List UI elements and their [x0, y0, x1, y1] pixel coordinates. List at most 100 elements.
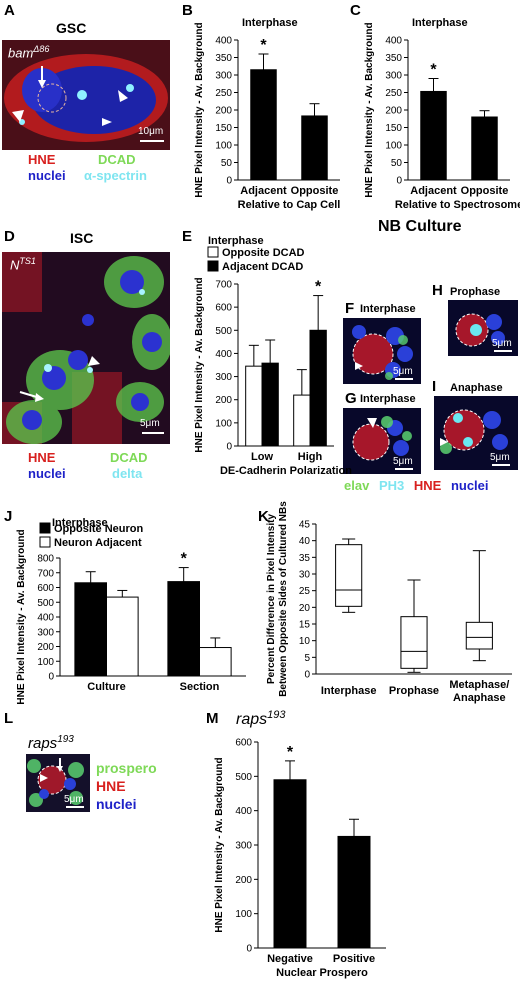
chart-k-category-label: Metaphase/Anaphase: [449, 679, 509, 704]
panel-letter-f: F: [345, 300, 355, 317]
chart-m-ylabel: HNE Pixel Intensity - Av. Background: [214, 757, 225, 932]
panel-letter-a: A: [4, 2, 15, 19]
chart-c-ytick-label: 250: [385, 88, 402, 99]
chart-m-title: raps193: [236, 709, 286, 728]
gsc-scalebar: [140, 140, 164, 142]
chart-e-category-label: Low: [251, 451, 273, 463]
chart-c-ytick-label: 350: [385, 53, 402, 64]
chart-e-ytick-label: 600: [215, 303, 232, 314]
chart-e-bar: [245, 365, 263, 447]
chart-e-bar: [309, 329, 327, 447]
chart-j-bar: [106, 596, 139, 677]
chart-k-ylabel: Percent Difference in Pixel IntensityBet…: [266, 501, 289, 697]
chart-j-legend-swatch: [39, 536, 51, 548]
chart-e-xlabel: DE-Cadherin Polarization: [220, 465, 352, 477]
chart-j-category-label: Section: [180, 681, 220, 693]
panel-letter-k: K: [258, 508, 269, 525]
chart-k-ytick-label: 15: [299, 620, 311, 631]
chart-k-ytick-label: 30: [299, 570, 311, 581]
chart-c-bar: [420, 90, 447, 181]
chart-c-significance: *: [430, 62, 437, 79]
chart-j-bar: [199, 647, 232, 677]
panel-h-label: Prophase: [450, 286, 501, 298]
chart-e-ytick-label: 200: [215, 395, 232, 406]
gsc-legend-nuclei: nuclei: [28, 168, 66, 183]
chart-m-ytick-label: 300: [235, 841, 252, 852]
chart-j-bar: [167, 581, 201, 677]
gsc-legend-spectrin: α-spectrin: [84, 168, 147, 183]
chart-c-xlabel: Relative to Spectrosome: [395, 199, 520, 211]
chart-b-ytick-label: 100: [215, 141, 232, 152]
chart-e-ytick-label: 500: [215, 326, 232, 337]
chart-j-legend-label: Neuron Adjacent: [54, 537, 142, 549]
panel-d-title: ISC: [70, 230, 94, 246]
nb-g-art: [343, 408, 421, 474]
chart-e-bar: [293, 394, 311, 447]
chart-k-category-label: Prophase: [389, 685, 439, 697]
chart-b-ytick-label: 50: [221, 158, 233, 169]
nb-f-scale-text: 5μm: [393, 366, 413, 377]
chart-e-category-label: High: [298, 451, 323, 463]
chart-e-legend-swatch: [207, 260, 219, 272]
panel-letter-b: B: [182, 2, 193, 19]
isc-scalebar: [142, 432, 164, 434]
chart-j-bar: [74, 582, 107, 677]
chart-m-ytick-label: 0: [246, 944, 252, 955]
isc-legend-dcad: DCAD: [110, 450, 148, 465]
panel-letter-e: E: [182, 228, 193, 245]
chart-k-ytick-label: 45: [299, 520, 311, 531]
chart-e: 0 100 200 300 400 500 600 700 HNE Pixel Intensit…: [194, 235, 352, 477]
chart-m-category-label: Negative: [267, 953, 313, 965]
chart-c-ytick-label: 150: [385, 123, 402, 134]
chart-e-ytick-label: 400: [215, 349, 232, 360]
chart-e-ytick-label: 0: [226, 442, 232, 453]
chart-j-title: Interphase: [52, 517, 108, 529]
panel-letter-c: C: [350, 2, 361, 19]
chart-e-bar: [261, 362, 279, 447]
panel-letter-m: M: [206, 710, 219, 727]
chart-m-significance: *: [287, 744, 294, 761]
chart-j-legend-label: Opposite Neuron: [54, 523, 144, 535]
gsc-legend-dcad: DCAD: [98, 152, 136, 167]
gsc-scale-text: 10μm: [138, 126, 164, 137]
chart-e-ytick-label: 100: [215, 418, 232, 429]
chart-b-ytick-label: 200: [215, 106, 232, 117]
chart-c-ytick-label: 300: [385, 71, 402, 82]
nb-interphase-f-micrograph: 5μm: [343, 318, 421, 384]
chart-b-significance: *: [260, 37, 267, 54]
chart-k: 0 5 10 15 20 25 30 35 40 45 Percent Difference in …: [266, 501, 512, 704]
chart-b-ytick-label: 250: [215, 88, 232, 99]
nb-i-art: [434, 396, 518, 470]
chart-m-ytick-label: 600: [235, 738, 252, 749]
raps-scale-text: 5μm: [64, 794, 84, 805]
chart-j: 0 100 200 300 400 500 600 700 800 HNE Pixel Inten…: [16, 517, 246, 705]
chart-k-box: [465, 621, 493, 650]
chart-c: 0 50 100 150 200 250 300 350 400 HNE Pixel Intens…: [364, 17, 520, 211]
chart-k-box: [335, 544, 363, 607]
chart-k-ytick-label: 0: [304, 670, 310, 681]
nb-g-scalebar: [395, 468, 413, 470]
chart-c-ytick-label: 50: [391, 158, 403, 169]
raps-legend-nuclei: nuclei: [96, 796, 137, 812]
chart-m-ytick-label: 500: [235, 772, 252, 783]
isc-micrograph: NTS1 5μm: [2, 252, 170, 444]
nb-f-art: [343, 318, 421, 384]
nb-h-scalebar: [494, 350, 512, 352]
chart-m-xlabel: Nuclear Prospero: [276, 967, 368, 979]
chart-b-ytick-label: 400: [215, 36, 232, 47]
chart-k-ytick-label: 35: [299, 553, 311, 564]
chart-j-ytick-label: 700: [37, 568, 54, 579]
gsc-micrograph-art: [2, 40, 170, 150]
nb-h-scale-text: 5μm: [492, 338, 512, 349]
nb-h-art: [448, 300, 518, 356]
nb-i-scalebar: [492, 464, 510, 466]
panel-a-title: GSC: [56, 20, 87, 36]
chart-b-title: Interphase: [242, 17, 298, 29]
panel-f-label: Interphase: [360, 303, 416, 315]
chart-j-ytick-label: 300: [37, 627, 54, 638]
chart-c-ytick-label: 100: [385, 141, 402, 152]
nb-i-scale-text: 5μm: [490, 452, 510, 463]
chart-e-significance: *: [315, 279, 322, 296]
chart-c-ytick-label: 0: [396, 176, 402, 187]
chart-j-ytick-label: 0: [48, 672, 54, 683]
